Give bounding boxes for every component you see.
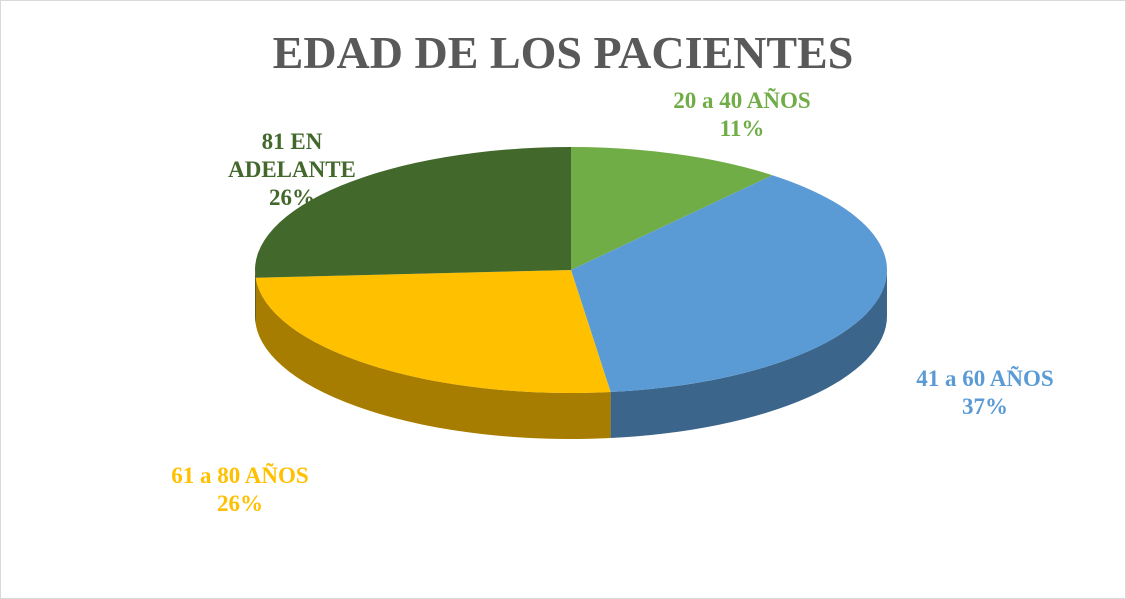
data-label: 41 a 60 AÑOS 37% <box>916 365 1053 421</box>
data-label: 61 a 80 AÑOS 26% <box>171 462 308 518</box>
value-label: 26% <box>269 185 315 210</box>
chart-title: EDAD DE LOS PACIENTES <box>272 27 854 78</box>
data-label: 20 a 40 AÑOS 11% <box>673 87 810 143</box>
pie-slice <box>571 147 773 270</box>
pie-side-shade <box>255 277 611 440</box>
value-label: 37% <box>961 394 1008 419</box>
pie-side-shade <box>610 270 887 439</box>
pie-slice <box>255 147 571 278</box>
category-label: 81 EN ADELANTE <box>228 129 356 182</box>
pie-slice <box>571 175 887 393</box>
value-label: 11% <box>719 116 765 141</box>
pie-side-shade <box>255 270 256 324</box>
category-label: 20 a 40 AÑOS <box>673 88 811 113</box>
pie-side <box>610 270 887 439</box>
value-label: 26% <box>216 491 263 516</box>
category-label: 61 a 80 AÑOS <box>171 463 309 488</box>
category-label: 41 a 60 AÑOS <box>916 366 1054 391</box>
data-label: 81 EN ADELANTE 26% <box>222 128 362 212</box>
pie-side <box>255 277 611 440</box>
pie-slice <box>255 270 611 393</box>
pie-side <box>255 270 256 324</box>
